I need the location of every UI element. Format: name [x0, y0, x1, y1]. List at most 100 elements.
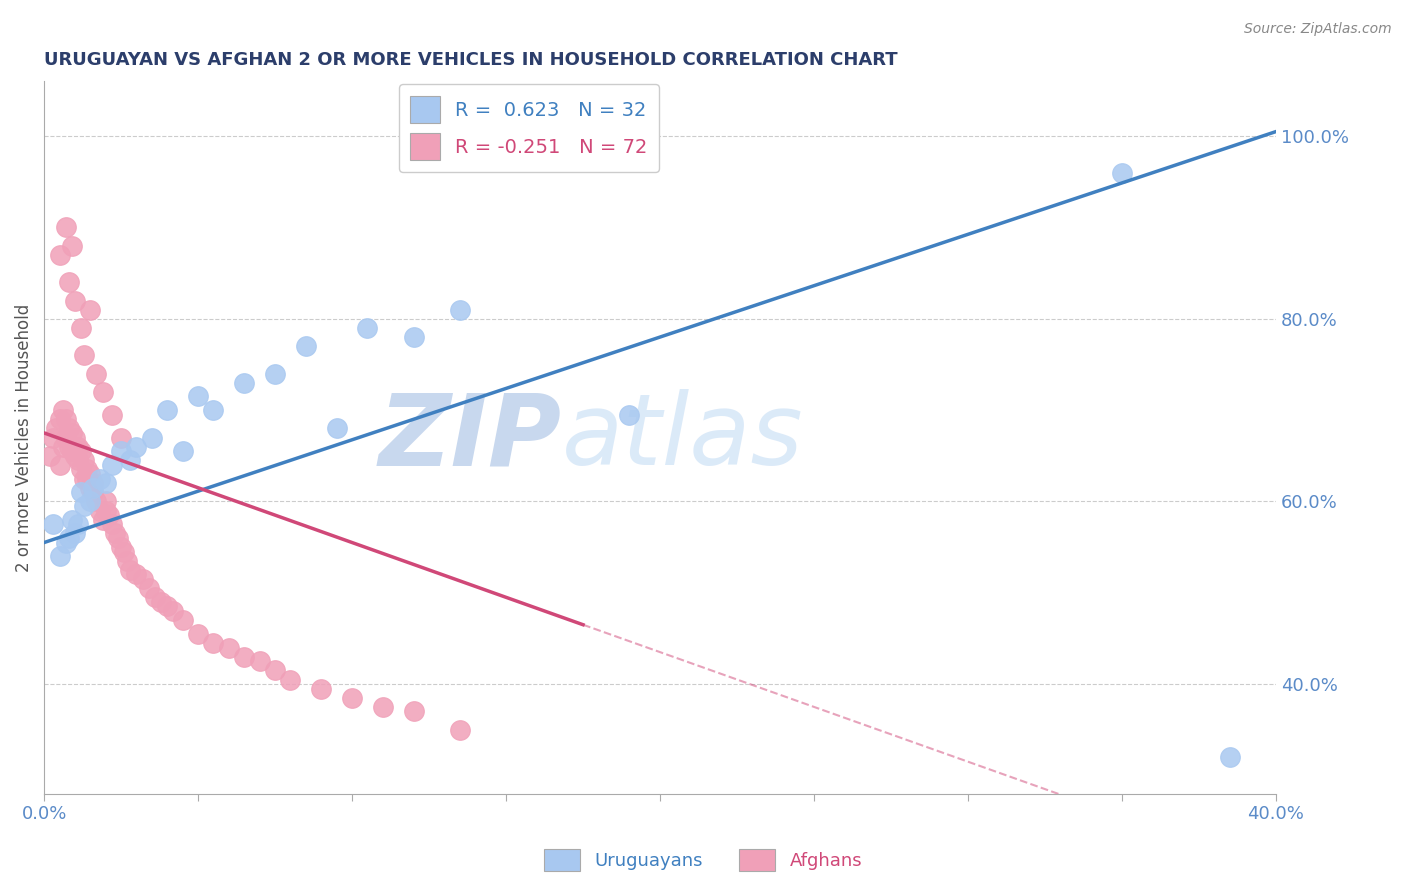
Point	[233, 376, 256, 390]
Point	[82, 481, 104, 495]
Point	[110, 444, 132, 458]
Point	[1219, 750, 1241, 764]
Point	[91, 513, 114, 527]
Point	[138, 581, 160, 595]
Point	[356, 321, 378, 335]
Point	[86, 367, 108, 381]
Point	[58, 421, 80, 435]
Point	[619, 408, 641, 422]
Text: atlas: atlas	[561, 389, 803, 486]
Point	[141, 430, 163, 444]
Legend: R =  0.623   N = 32, R = -0.251   N = 72: R = 0.623 N = 32, R = -0.251 N = 72	[399, 84, 659, 172]
Point	[94, 494, 117, 508]
Point	[60, 238, 83, 252]
Point	[42, 517, 65, 532]
Point	[264, 664, 287, 678]
Point	[97, 508, 120, 523]
Point	[89, 472, 111, 486]
Point	[104, 526, 127, 541]
Point	[52, 403, 75, 417]
Point	[172, 613, 194, 627]
Point	[120, 453, 142, 467]
Point	[107, 531, 129, 545]
Point	[131, 572, 153, 586]
Point	[73, 348, 96, 362]
Point	[70, 462, 93, 476]
Point	[162, 604, 184, 618]
Y-axis label: 2 or more Vehicles in Household: 2 or more Vehicles in Household	[15, 303, 32, 572]
Point	[125, 440, 148, 454]
Point	[1111, 166, 1133, 180]
Point	[295, 339, 318, 353]
Point	[48, 549, 70, 564]
Point	[311, 681, 333, 696]
Point	[60, 513, 83, 527]
Point	[218, 640, 240, 655]
Text: URUGUAYAN VS AFGHAN 2 OR MORE VEHICLES IN HOUSEHOLD CORRELATION CHART: URUGUAYAN VS AFGHAN 2 OR MORE VEHICLES I…	[44, 51, 898, 69]
Point	[94, 503, 117, 517]
Point	[249, 654, 271, 668]
Point	[66, 453, 89, 467]
Point	[402, 705, 425, 719]
Point	[202, 403, 225, 417]
Point	[202, 636, 225, 650]
Point	[70, 485, 93, 500]
Point	[79, 494, 101, 508]
Point	[73, 453, 96, 467]
Point	[76, 472, 98, 486]
Point	[187, 627, 209, 641]
Point	[120, 563, 142, 577]
Point	[82, 485, 104, 500]
Point	[325, 421, 347, 435]
Point	[86, 494, 108, 508]
Point	[82, 476, 104, 491]
Point	[55, 220, 77, 235]
Point	[55, 412, 77, 426]
Point	[63, 449, 86, 463]
Point	[42, 430, 65, 444]
Point	[156, 403, 179, 417]
Point	[66, 517, 89, 532]
Point	[280, 673, 302, 687]
Point	[156, 599, 179, 614]
Point	[58, 275, 80, 289]
Point	[73, 499, 96, 513]
Point	[187, 389, 209, 403]
Point	[110, 430, 132, 444]
Point	[340, 690, 363, 705]
Legend: Uruguayans, Afghans: Uruguayans, Afghans	[537, 842, 869, 879]
Point	[117, 554, 139, 568]
Point	[48, 458, 70, 472]
Point	[63, 526, 86, 541]
Point	[60, 444, 83, 458]
Point	[402, 330, 425, 344]
Point	[94, 476, 117, 491]
Point	[143, 591, 166, 605]
Point	[449, 302, 471, 317]
Point	[70, 321, 93, 335]
Point	[125, 567, 148, 582]
Point	[449, 723, 471, 737]
Point	[79, 481, 101, 495]
Point	[66, 440, 89, 454]
Point	[60, 425, 83, 440]
Point	[63, 293, 86, 308]
Point	[39, 449, 62, 463]
Point	[264, 367, 287, 381]
Point	[150, 595, 173, 609]
Point	[91, 384, 114, 399]
Point	[52, 440, 75, 454]
Point	[55, 430, 77, 444]
Point	[48, 412, 70, 426]
Point	[48, 248, 70, 262]
Point	[79, 302, 101, 317]
Point	[58, 440, 80, 454]
Point	[101, 408, 124, 422]
Point	[45, 421, 67, 435]
Point	[79, 467, 101, 481]
Point	[101, 517, 124, 532]
Text: Source: ZipAtlas.com: Source: ZipAtlas.com	[1244, 22, 1392, 37]
Point	[89, 503, 111, 517]
Point	[110, 540, 132, 554]
Point	[58, 531, 80, 545]
